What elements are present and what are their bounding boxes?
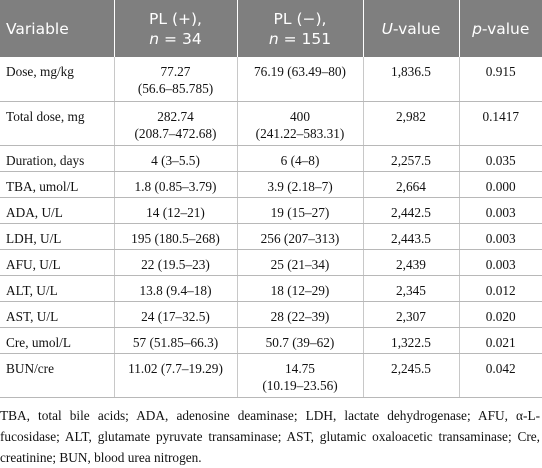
cell-pl-positive: 11.02 (7.7–19.29) bbox=[114, 353, 238, 398]
table-row: Total dose, mg 282.74 (208.7–472.68) 400… bbox=[0, 101, 542, 146]
table-row: AST, U/L 24 (17–32.5) 28 (22–39) 2,307 0… bbox=[0, 301, 542, 328]
cell-pl-positive: 14 (12–21) bbox=[114, 197, 238, 224]
cell-u-value: 1,322.5 bbox=[363, 327, 460, 354]
cell-u-value: 2,245.5 bbox=[363, 353, 460, 398]
table-row: Cre, umol/L 57 (51.85–66.3) 50.7 (39–62)… bbox=[0, 327, 542, 354]
cell-p-value: 0.003 bbox=[459, 197, 542, 224]
header-p-value: p-value bbox=[459, 0, 542, 57]
cell-u-value: 2,664 bbox=[363, 171, 460, 198]
cell-u-value: 2,257.5 bbox=[363, 145, 460, 172]
table-row: LDH, U/L 195 (180.5–268) 256 (207–313) 2… bbox=[0, 223, 542, 250]
cell-variable: Duration, days bbox=[0, 145, 115, 172]
cell-pl-negative: 400 (241.22–583.31) bbox=[237, 101, 364, 146]
cell-variable: AFU, U/L bbox=[0, 249, 115, 276]
header-variable: Variable bbox=[0, 0, 115, 57]
cell-pl-negative: 3.9 (2.18–7) bbox=[237, 171, 364, 198]
cell-pl-negative: 50.7 (39–62) bbox=[237, 327, 364, 354]
cell-variable: LDH, U/L bbox=[0, 223, 115, 250]
cell-pl-positive: 22 (19.5–23) bbox=[114, 249, 238, 276]
cell-u-value: 2,439 bbox=[363, 249, 460, 276]
table-row: BUN/cre 11.02 (7.7–19.29) 14.75 (10.19–2… bbox=[0, 353, 542, 398]
cell-p-value: 0.003 bbox=[459, 223, 542, 250]
table-row: ADA, U/L 14 (12–21) 19 (15–27) 2,442.5 0… bbox=[0, 197, 542, 224]
cell-p-value: 0.000 bbox=[459, 171, 542, 198]
table-row: TBA, umol/L 1.8 (0.85–3.79) 3.9 (2.18–7)… bbox=[0, 171, 542, 198]
cell-u-value: 2,442.5 bbox=[363, 197, 460, 224]
table-row: ALT, U/L 13.8 (9.4–18) 18 (12–29) 2,345 … bbox=[0, 275, 542, 302]
table-row: Dose, mg/kg 77.27 (56.6–85.785) 76.19 (6… bbox=[0, 57, 542, 102]
cell-pl-negative: 18 (12–29) bbox=[237, 275, 364, 302]
cell-pl-negative: 256 (207–313) bbox=[237, 223, 364, 250]
cell-variable: Total dose, mg bbox=[0, 101, 115, 146]
cell-p-value: 0.035 bbox=[459, 145, 542, 172]
cell-u-value: 1,836.5 bbox=[363, 57, 460, 102]
cell-pl-positive: 57 (51.85–66.3) bbox=[114, 327, 238, 354]
header-pl-positive: PL (+), n = 34 bbox=[114, 0, 238, 57]
table-footnote: TBA, total bile acids; ADA, adenosine de… bbox=[0, 408, 540, 465]
cell-variable: ADA, U/L bbox=[0, 197, 115, 224]
cell-p-value: 0.1417 bbox=[459, 101, 542, 146]
cell-pl-negative: 6 (4–8) bbox=[237, 145, 364, 172]
cell-p-value: 0.915 bbox=[459, 57, 542, 102]
cell-variable: ALT, U/L bbox=[0, 275, 115, 302]
cell-pl-negative: 76.19 (63.49–80) bbox=[237, 57, 364, 102]
cell-p-value: 0.042 bbox=[459, 353, 542, 398]
cell-variable: Cre, umol/L bbox=[0, 327, 115, 354]
cell-p-value: 0.012 bbox=[459, 275, 542, 302]
table-row: Duration, days 4 (3–5.5) 6 (4–8) 2,257.5… bbox=[0, 145, 542, 172]
cell-pl-negative: 25 (21–34) bbox=[237, 249, 364, 276]
cell-pl-positive: 282.74 (208.7–472.68) bbox=[114, 101, 238, 146]
cell-pl-positive: 195 (180.5–268) bbox=[114, 223, 238, 250]
header-pl-negative: PL (−), n = 151 bbox=[237, 0, 364, 57]
cell-pl-positive: 1.8 (0.85–3.79) bbox=[114, 171, 238, 198]
cell-pl-positive: 77.27 (56.6–85.785) bbox=[114, 57, 238, 102]
cell-pl-positive: 4 (3–5.5) bbox=[114, 145, 238, 172]
cell-u-value: 2,443.5 bbox=[363, 223, 460, 250]
cell-p-value: 0.003 bbox=[459, 249, 542, 276]
cell-p-value: 0.021 bbox=[459, 327, 542, 354]
header-u-value: U-value bbox=[363, 0, 460, 57]
cell-pl-positive: 24 (17–32.5) bbox=[114, 301, 238, 328]
cell-pl-positive: 13.8 (9.4–18) bbox=[114, 275, 238, 302]
cell-u-value: 2,982 bbox=[363, 101, 460, 146]
cell-variable: BUN/cre bbox=[0, 353, 115, 398]
cell-u-value: 2,345 bbox=[363, 275, 460, 302]
table-row: AFU, U/L 22 (19.5–23) 25 (21–34) 2,439 0… bbox=[0, 249, 542, 276]
cell-variable: Dose, mg/kg bbox=[0, 57, 115, 102]
header-row: Variable PL (+), n = 34 PL (−), n = 151 … bbox=[0, 0, 542, 57]
cell-pl-negative: 14.75 (10.19–23.56) bbox=[237, 353, 364, 398]
cell-p-value: 0.020 bbox=[459, 301, 542, 328]
cell-variable: AST, U/L bbox=[0, 301, 115, 328]
cell-pl-negative: 19 (15–27) bbox=[237, 197, 364, 224]
cell-u-value: 2,307 bbox=[363, 301, 460, 328]
results-table: Variable PL (+), n = 34 PL (−), n = 151 … bbox=[0, 0, 542, 398]
cell-pl-negative: 28 (22–39) bbox=[237, 301, 364, 328]
cell-variable: TBA, umol/L bbox=[0, 171, 115, 198]
